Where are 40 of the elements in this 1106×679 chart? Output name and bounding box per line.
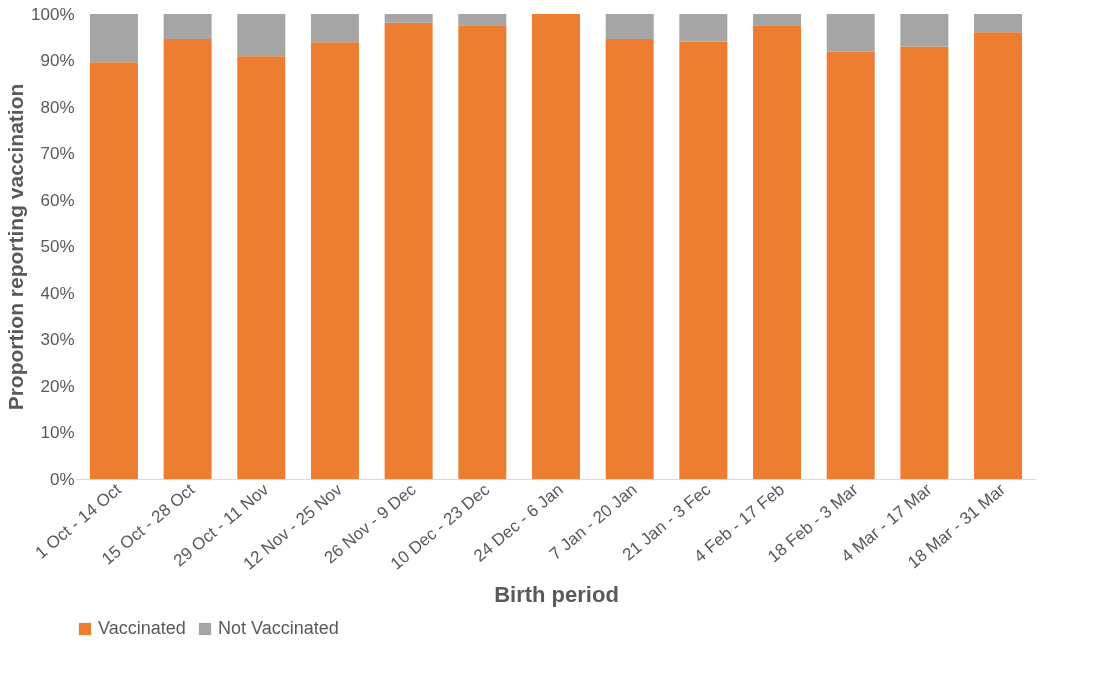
bar: [974, 32, 1023, 479]
y-tick-label: 90%: [40, 51, 75, 70]
bar: [532, 14, 580, 479]
bar: [310, 42, 359, 479]
legend-label: Not Vaccinated: [218, 618, 339, 638]
y-tick-label: 80%: [40, 97, 75, 117]
bar: [310, 14, 359, 43]
bar: [458, 25, 507, 479]
bar: [605, 39, 654, 479]
y-tick-label: 70%: [40, 144, 75, 163]
bar: [163, 39, 212, 479]
bar: [458, 14, 507, 26]
x-axis-title: Birth period: [494, 581, 619, 607]
bar: [384, 22, 433, 479]
bar: [237, 56, 286, 479]
y-tick-label: 40%: [40, 283, 75, 303]
bar: [237, 14, 286, 57]
y-tick-label: 0%: [49, 469, 75, 489]
bar: [900, 46, 949, 479]
bar: [753, 25, 802, 479]
y-tick-label: 50%: [40, 237, 75, 256]
y-tick-label: 20%: [40, 376, 75, 396]
bar: [679, 14, 728, 42]
y-tick-label: 30%: [40, 330, 75, 349]
bar: [605, 14, 654, 40]
legend-label: Vaccinated: [98, 618, 186, 638]
y-axis-title: Proportion reporting vaccination: [4, 83, 28, 411]
y-tick-label: 100%: [31, 4, 75, 24]
bar: [826, 14, 875, 52]
y-tick-label: 60%: [40, 190, 75, 210]
bar: [753, 14, 802, 26]
bar: [89, 62, 138, 479]
bar: [384, 14, 433, 23]
bar: [163, 14, 212, 40]
bar: [900, 14, 949, 47]
bar: [826, 51, 875, 479]
bar: [679, 41, 728, 479]
bar: [974, 14, 1023, 33]
y-tick-label: 10%: [40, 423, 75, 442]
bar: [89, 14, 138, 63]
